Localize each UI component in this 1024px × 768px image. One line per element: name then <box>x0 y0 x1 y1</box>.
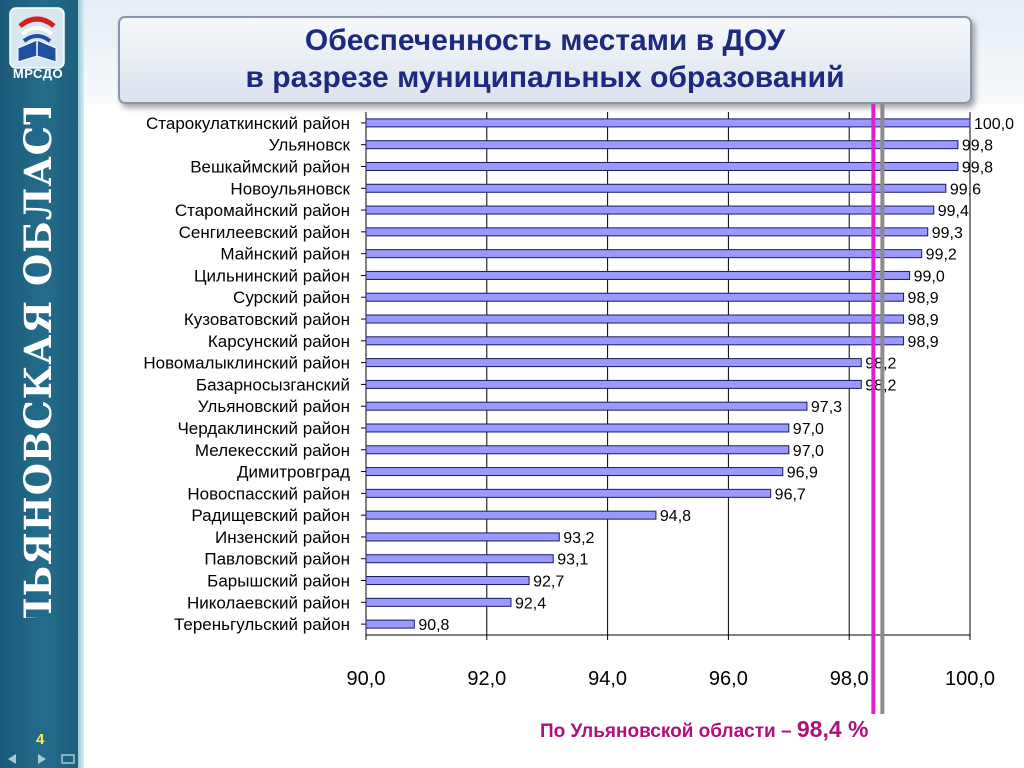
value-label: 98,9 <box>908 290 939 307</box>
bar <box>365 292 905 302</box>
value-label: 97,0 <box>793 421 824 438</box>
bar <box>365 619 415 629</box>
category-label: Кузоватовский район <box>184 310 350 329</box>
bar <box>365 467 784 477</box>
category-label: Димитровград <box>237 463 350 482</box>
logo-emblem-icon <box>9 7 65 69</box>
x-tick-label: 94,0 <box>588 668 627 690</box>
x-tick-label: 96,0 <box>709 668 748 690</box>
category-label: Мелекесский район <box>195 441 350 460</box>
bar-chart: 90,0 92,0 94,0 96,0 98,0 100,0 Старокулаткинск… <box>143 104 1014 714</box>
category-label: Инзенский район <box>215 528 350 547</box>
title-box: Обеспеченность местами в ДОУ в разрезе м… <box>118 16 972 104</box>
value-label: 99,4 <box>938 203 969 220</box>
forward-arrow-icon[interactable] <box>38 754 46 764</box>
bar <box>365 554 554 564</box>
value-label: 98,9 <box>908 312 939 329</box>
category-label: Тереньгульский район <box>174 615 350 634</box>
x-tick-label: 90,0 <box>347 668 386 690</box>
screen-icon[interactable] <box>61 754 75 764</box>
bar <box>365 270 911 280</box>
value-label: 99,8 <box>962 138 993 155</box>
region-total-value: 98,4 % <box>796 716 869 742</box>
x-tick-label: 100,0 <box>945 668 995 690</box>
x-tick-label: 98,0 <box>830 668 869 690</box>
category-label: Новоспасский район <box>187 484 350 503</box>
x-tick-label: 92,0 <box>467 668 506 690</box>
bar <box>365 161 959 171</box>
category-label: Базарносызганский <box>196 375 350 394</box>
region-label-container: УЛЬЯНОВСКАЯ ОБЛАСТЬ <box>6 108 70 618</box>
value-label: 92,7 <box>533 574 564 591</box>
bar <box>365 205 935 215</box>
category-label: Сурский район <box>233 288 350 307</box>
category-label: Вешкаймский район <box>190 157 350 176</box>
bar <box>365 379 862 389</box>
sidebar-edge <box>78 0 84 768</box>
value-label: 93,2 <box>563 530 594 547</box>
page-title-line-2: в разрезе муниципальных образований <box>245 61 845 94</box>
category-label: Сенгилеевский район <box>179 223 350 242</box>
bar <box>365 576 530 586</box>
region-total-label: По Ульяновской области – <box>540 721 797 742</box>
value-label: 99,6 <box>950 181 981 198</box>
sidebar: МРСДО УЛЬЯНОВСКАЯ ОБЛАСТЬ 4 <box>0 0 78 768</box>
navigation-controls <box>8 754 75 764</box>
region-total-note: По Ульяновской области – 98,4 % <box>540 716 868 743</box>
category-label: Майнский район <box>220 245 350 264</box>
bar <box>365 140 959 150</box>
category-label: Барышский район <box>207 572 350 591</box>
value-label: 92,4 <box>515 595 546 612</box>
bar <box>365 314 905 324</box>
category-label: Новомалыклинский район <box>143 354 350 373</box>
bar <box>365 597 512 607</box>
category-label: Новоульяновск <box>230 179 350 198</box>
category-label: Карсунский район <box>208 332 350 351</box>
bar <box>365 401 808 411</box>
category-label: Цильнинский район <box>194 266 350 285</box>
value-label: 99,8 <box>962 159 993 176</box>
bar <box>365 445 790 455</box>
bar <box>365 532 560 542</box>
bar <box>365 358 862 368</box>
category-label: Павловский район <box>204 550 350 569</box>
category-label: Чердаклинский район <box>177 419 350 438</box>
category-label: Старокулаткинский район <box>146 114 350 133</box>
value-label: 93,1 <box>557 552 588 569</box>
value-label: 99,0 <box>914 268 945 285</box>
region-label: УЛЬЯНОВСКАЯ ОБЛАСТЬ <box>16 108 60 618</box>
value-label: 96,9 <box>787 465 818 482</box>
value-label: 100,0 <box>974 116 1014 133</box>
back-arrow-icon[interactable] <box>8 754 16 764</box>
category-label: Ульяновск <box>269 136 351 155</box>
bar <box>365 336 905 346</box>
category-label: Старомайнский район <box>175 201 350 220</box>
bar <box>365 183 947 193</box>
category-label: Николаевский район <box>187 593 350 612</box>
bar <box>365 249 923 259</box>
category-label: Ульяновский район <box>198 397 350 416</box>
value-label: 90,8 <box>418 617 449 634</box>
bar <box>365 423 790 433</box>
bar <box>365 510 657 520</box>
value-label: 99,3 <box>932 225 963 242</box>
category-label: Радищевский район <box>191 506 350 525</box>
bar <box>365 227 929 237</box>
page-title-line-1: Обеспеченность местами в ДОУ <box>304 24 786 57</box>
logo-text: МРСДО <box>12 66 64 81</box>
slide-number: 4 <box>36 731 45 748</box>
value-label: 94,8 <box>660 508 691 525</box>
value-label: 98,9 <box>908 334 939 351</box>
value-label: 97,0 <box>793 443 824 460</box>
value-label: 97,3 <box>811 399 842 416</box>
value-label: 99,2 <box>926 247 957 264</box>
value-label: 96,7 <box>775 486 806 503</box>
bar <box>365 488 772 498</box>
bar <box>365 118 971 128</box>
